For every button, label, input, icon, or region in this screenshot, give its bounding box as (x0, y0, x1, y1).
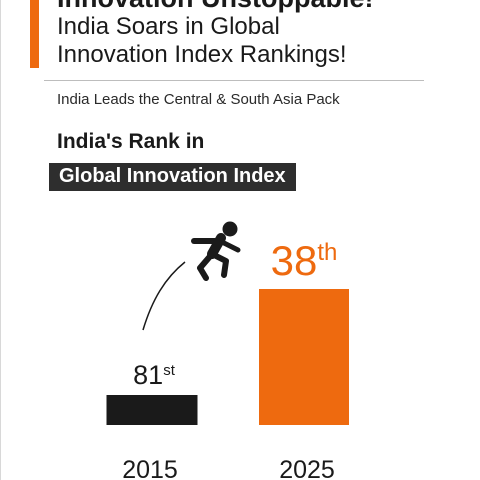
rank-title: India's Rank in (57, 130, 205, 153)
jumping-person-icon (191, 221, 241, 281)
page-edge-rule (0, 0, 1, 480)
headline-line-3: Innovation Index Rankings! (57, 41, 347, 68)
jump-arc-icon (142, 261, 186, 331)
bar-2015 (106, 395, 198, 425)
headline: Innovation Unstoppable! India Soars in G… (57, 0, 467, 69)
bar-2025 (259, 289, 349, 425)
headline-line-2: India Soars in Global (57, 13, 280, 40)
headline-line-1: Innovation Unstoppable! (57, 0, 374, 12)
divider (44, 80, 424, 81)
accent-bar (30, 0, 39, 68)
rank-tag: Global Innovation Index (49, 163, 296, 191)
x-tick-2025: 2025 (279, 456, 335, 480)
headline-cropped-line: Innovation Unstoppable! (57, 0, 467, 13)
data-label-2015: 81st (133, 360, 176, 390)
x-tick-2015: 2015 (122, 456, 178, 480)
data-label-2025: 38th (271, 237, 338, 284)
subheadline: India Leads the Central & South Asia Pac… (57, 91, 340, 108)
